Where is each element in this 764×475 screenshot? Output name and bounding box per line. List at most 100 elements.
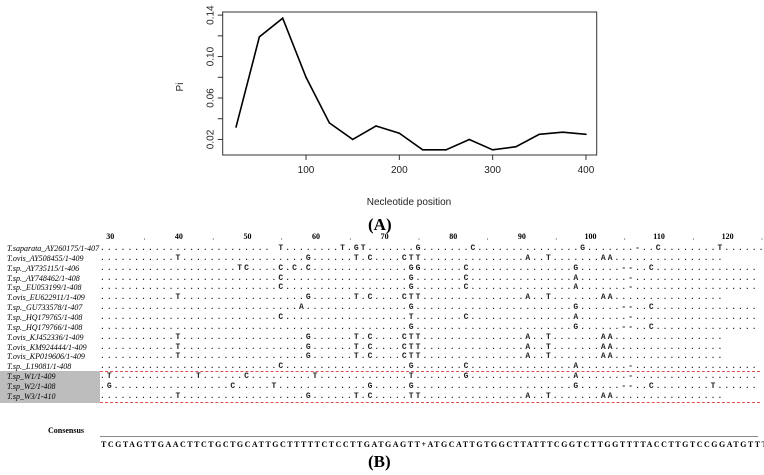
ruler-mid-tick: · (211, 235, 215, 244)
consensus-label: Consensus (48, 426, 85, 435)
y-tick-label: 0.06 (206, 88, 217, 108)
sequence-name: T.ovis_AY508455/1-409 (7, 253, 84, 263)
highlight-box (0, 371, 100, 403)
alignment-row: T.sp._AY735115/1-406....................… (0, 264, 764, 275)
alignment-row: T.ovis_EU622911/1-409 ...........T.......… (0, 293, 764, 304)
series-line (235, 16, 587, 151)
data-point (328, 122, 331, 124)
sequence-name: T.ovis_KJ452336/1-409 (7, 332, 84, 342)
consensus-sequence: TCGTAGTTGAACTTCTGCTGCATTGCTTTTTCTCCTTGAT… (101, 440, 764, 449)
data-point (468, 138, 471, 141)
sequence-variants: .............................A..........… (100, 303, 759, 313)
y-tick-label: 0.14 (206, 5, 217, 25)
ruler-label: 30 (106, 232, 115, 241)
ruler-mid-tick: · (486, 235, 489, 244)
alignment-row: T.ovis_KP019606/1-409 ...........T.......… (0, 352, 764, 363)
sequence-variants: ..........................C.............… (100, 362, 759, 372)
sequence-variants: ..........................C.............… (100, 283, 759, 293)
alignment-row: T.sp._HQ179766/1-408....................… (0, 323, 764, 334)
highlight-bottom-border (100, 402, 760, 403)
ruler-mid-tick: · (417, 235, 421, 244)
data-point (375, 125, 377, 127)
alignment-row: T.sp._AY748462/1-408....................… (0, 274, 764, 285)
y-axis-label: Pi (175, 83, 186, 92)
data-point (351, 138, 354, 141)
data-point (538, 133, 541, 136)
alignment-row: T.ovis_KM924444/1-409 ...........T.......… (0, 343, 764, 354)
alignment-row: T.sp_W1/1-409 .T............T......C.....… (0, 372, 764, 383)
data-point (585, 133, 587, 136)
sequence-variants: ....................TC....C.C.C.........… (100, 263, 759, 273)
data-point (421, 149, 424, 151)
sequence-name: T.sp_W2/1-408 (7, 381, 56, 391)
sequence-variants: ..........................C.............… (100, 273, 759, 283)
ruler-mid-tick: · (692, 235, 695, 244)
x-axis-label: Necleotide position (367, 197, 452, 208)
data-point (235, 126, 237, 128)
data-point (281, 17, 284, 20)
ruler-label: 50 (243, 232, 252, 241)
alignment-row: T.ovis_AY508455/1-409 ...........T.......… (0, 254, 764, 265)
ruler-label: 70 (380, 232, 389, 241)
panel-label-a: (A) (368, 215, 392, 234)
panel-label-b: (B) (368, 452, 391, 471)
ruler-mid-tick: · (143, 235, 146, 244)
alignment-ruler: 30 · 40 · 50 · 60 · 70 · 80 · 90 · 100 · 110 · 120 · (0, 232, 764, 246)
sequence-name: T.sp_W3/1-410 (7, 391, 56, 401)
alignment-row: T.ovis_KJ452336/1-409 ...........T.......… (0, 333, 764, 344)
sequence-name: T.sp._EU053199/1-408 (7, 283, 82, 293)
alignment-row: T.sp._HQ179765/1-408....................… (0, 313, 764, 324)
sequence-name: T.sp._L19081/1-408 (7, 362, 72, 372)
ruler-mid-tick: · (760, 235, 764, 244)
sequence-name: T.sp._HQ179765/1-408 (7, 312, 83, 322)
plot-frame (222, 11, 598, 156)
consensus-divider (100, 436, 758, 437)
ruler-label: 90 (517, 232, 526, 241)
sequence-variants: .T............T......C.........T........… (100, 372, 759, 382)
ruler-label: 100 (584, 232, 597, 241)
sequence-variants: ......................... T........T.GT.… (100, 244, 764, 253)
sequence-variants: ..........................C.............… (100, 312, 759, 322)
sequence-variants: ...........T..................G......T.C… (100, 253, 725, 263)
sequence-name: T.sp._AY748462/1-408 (7, 273, 80, 283)
ruler-label: 110 (653, 232, 665, 241)
sequence-variants: ...........T..................G......T.C… (100, 391, 725, 401)
sequence-name: T.sp_W1/1-409 (7, 372, 56, 382)
alignment-row: T.sp._L19081/1-408......................… (0, 362, 764, 373)
alignment-row: T.sp._GU733578/1-407....................… (0, 303, 764, 314)
x-tick-label: 400 (578, 165, 595, 176)
sequence-name: T.sp._GU733578/1-407 (7, 303, 83, 313)
ruler-mid-tick: · (280, 235, 284, 244)
x-tick-label: 100 (298, 165, 315, 176)
ruler-label: 40 (174, 232, 183, 241)
data-point (305, 76, 307, 79)
data-point (491, 149, 494, 151)
ruler-label: 80 (449, 232, 458, 241)
sequence-variants: ...........T..................G......T.C… (100, 293, 725, 303)
data-point (258, 36, 261, 38)
sequence-variants: .G.................C.....T.............G… (100, 381, 759, 391)
data-point (445, 149, 447, 151)
sequence-name: T.sp._AY735115/1-406 (7, 263, 80, 273)
alignment-row: T.sp_W2/1-408 .G.................C.....T.… (0, 382, 764, 393)
alignment-row: T.sp_W3/1-410 ...........T...............… (0, 392, 764, 403)
ruler-mid-tick: · (623, 235, 627, 244)
data-point (398, 132, 401, 135)
ruler-label: 120 (721, 232, 734, 241)
sequence-name: T.ovis_KP019606/1-409 (7, 352, 85, 362)
ruler-mid-tick: · (554, 235, 558, 244)
x-tick-label: 300 (484, 165, 501, 176)
y-tick-label: 0.10 (206, 46, 217, 66)
sequence-name: T.sp._HQ179766/1-408 (7, 322, 83, 332)
sequence-variants: ...........T..................G......T.C… (100, 352, 725, 362)
data-point (515, 145, 517, 148)
ruler-mid-tick: · (349, 235, 352, 244)
alignment-row: T.saparata_AY260175/1-407...............… (0, 244, 764, 255)
sequence-variants: ........................................… (100, 322, 759, 332)
sequence-name: T.saparata_AY260175/1-407 (7, 244, 100, 253)
pi-line-chart: 100 200 300 400 0.02 0.06 0.10 0.14 Pi Necleot… (175, 5, 598, 208)
sequence-variants: ...........T..................G......T.C… (100, 332, 725, 342)
sequence-name: T.ovis_KM924444/1-409 (7, 342, 87, 352)
alignment-row: T.sp._EU053199/1-408....................… (0, 283, 764, 294)
sequence-name: T.ovis_EU622911/1-409 (7, 293, 85, 303)
